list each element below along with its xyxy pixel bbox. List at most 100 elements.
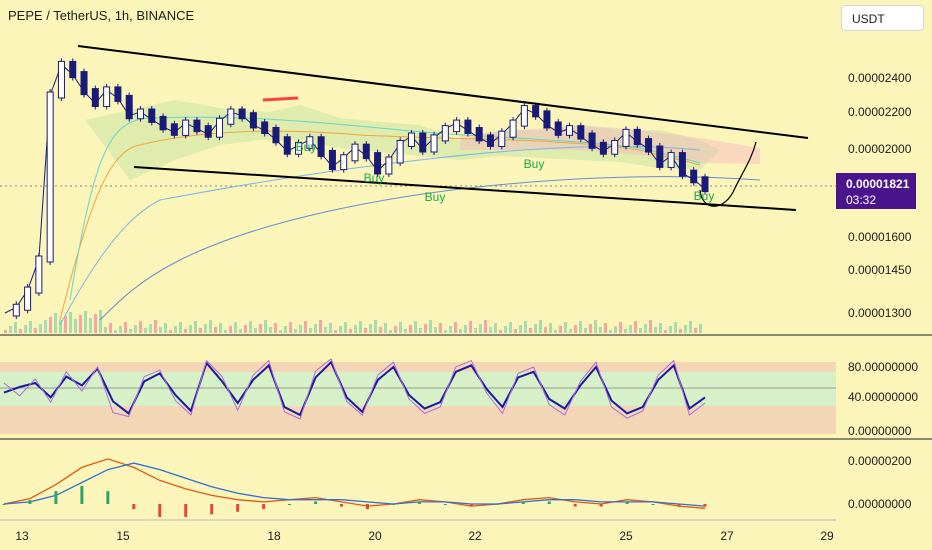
volume-bar [449,326,452,333]
volume-bar [279,330,282,333]
candle-body [532,105,540,118]
volume-bar [174,326,177,333]
price-axis-label: 0.00001450 [848,263,912,277]
macd-axis-label: 0.00000200 [848,454,912,468]
macd-histogram-bar [2,504,6,505]
candle-body [509,119,517,138]
volume-bar [559,326,562,333]
volume-bar [409,325,412,333]
candle-body [622,128,630,147]
macd-histogram-bar [210,504,214,515]
volume-bar [554,330,557,333]
volume-bar [469,321,472,333]
projection-curve[interactable] [699,141,757,207]
candle-body [554,121,562,136]
candle-body [498,130,506,147]
volume-bar [219,323,222,333]
candle-body [453,119,461,133]
volume-bar [689,321,692,333]
macd-histogram-bar [340,504,344,507]
candle-body [328,149,336,171]
time-axis-label: 27 [720,529,734,543]
volume-bar [194,321,197,333]
volume-bar [319,320,322,333]
volume-bar [209,320,212,333]
macd-histogram-bar [54,491,58,504]
candle-body [238,108,246,120]
candle-body [678,152,686,177]
volume-bar [504,326,507,333]
volume-bar [389,330,392,333]
volume-bar [589,324,592,333]
candle-body [520,105,528,127]
ma-mid [59,130,701,321]
upper-trendline[interactable] [77,45,809,139]
volume-bar [269,327,272,333]
volume-bar [359,321,362,333]
last-price: 0.00001821 [846,177,910,191]
volume-bar [544,327,547,333]
currency-selector[interactable]: USDT [841,5,924,31]
candle-body [588,132,596,149]
volume-bar [414,321,417,333]
candle-body [227,108,235,125]
buy-signals: Buy Buy Buy Buy Buy [296,140,715,204]
candle-body [667,152,675,168]
volume-bar [379,327,382,333]
volume-bar [49,317,52,333]
volume-bar [164,323,167,333]
candle-body [57,60,65,99]
volume-bar [234,322,237,333]
candle-body [283,136,291,155]
candle-body [125,94,133,120]
volume-bar [514,329,517,333]
time-axis-label: 22 [468,529,482,543]
volume-bar [214,327,217,333]
axes: 0.00002400 0.00002200 0.00002000 0.00001600… [15,71,918,543]
macd-histogram-bar [703,504,707,507]
candle-body [633,128,641,146]
volume-bar [99,310,102,333]
resistance-marker [262,96,299,102]
candle-body [261,121,269,134]
macd-histogram-bar [80,485,84,504]
volume-bar [189,325,192,333]
candle-body [645,138,653,153]
volume-bar [119,326,122,333]
lower-trendline[interactable] [133,166,797,211]
candle-body [362,143,370,160]
macd-histogram-bar [288,504,292,505]
volume-bar [274,323,277,333]
volume-bar [614,326,617,333]
volume-bar [394,326,397,333]
volume-bar [324,327,327,333]
volume-bar [159,327,162,333]
macd-histogram-bar [262,504,266,510]
volume-bar [224,330,227,333]
candle-body [464,119,472,134]
volume-bar [59,320,62,333]
volume-bar [464,325,467,333]
volume-bar [304,321,307,333]
candle-body [543,110,551,129]
price-candles [4,58,709,319]
time-axis-label: 25 [619,529,633,543]
candle-body [103,86,111,108]
volume-bar [169,330,172,333]
volume-bar [69,312,72,333]
volume-bar [534,324,537,333]
macd-pane [2,458,707,517]
volume-bar [579,321,582,333]
bar-countdown: 03:32 [846,193,877,207]
candle-body [182,119,190,136]
trend-drawings [77,45,809,211]
volume-bar [129,329,132,333]
candle-body [475,127,483,142]
volume-bar [329,323,332,333]
stoch-axis-label: 80.00000000 [848,360,918,374]
volume-bar [34,328,37,333]
candle-body [306,136,314,149]
volume-bar [179,322,182,333]
volume-bar [104,327,107,333]
